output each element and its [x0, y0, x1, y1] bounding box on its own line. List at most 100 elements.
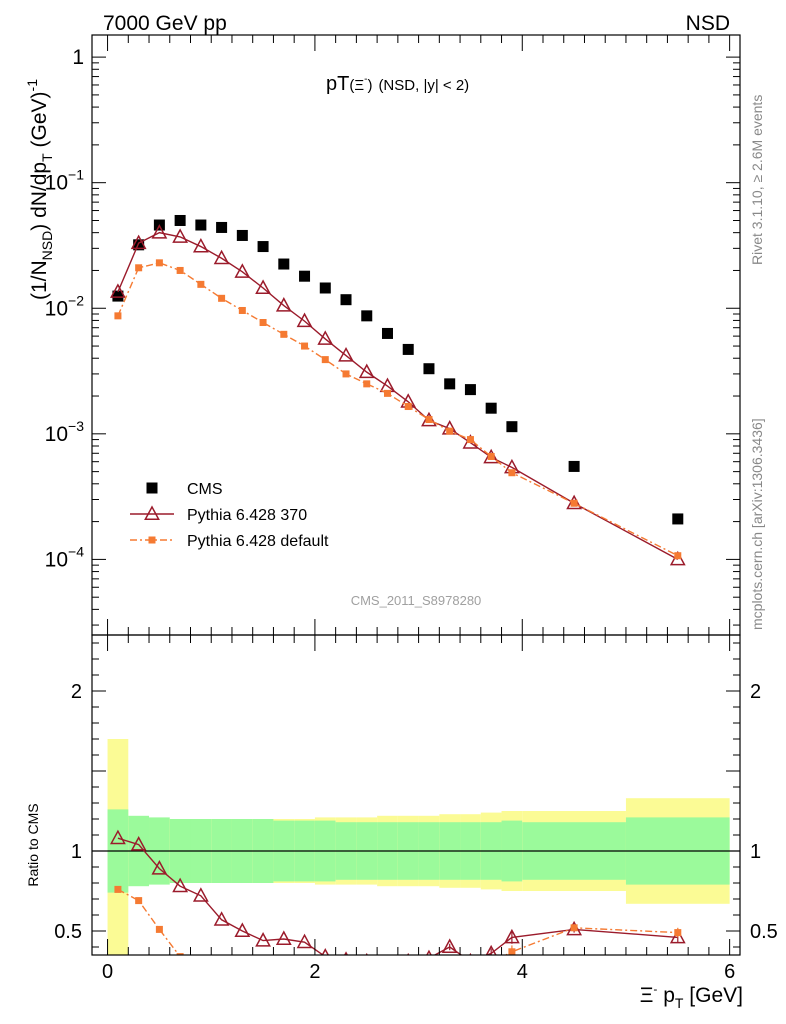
ratio-marker	[296, 933, 313, 949]
ratio-marker	[197, 961, 204, 968]
pythia-default-point	[197, 280, 205, 288]
ratio-marker	[234, 922, 251, 937]
ratio-marker	[426, 949, 432, 955]
main-ytick-label-base: 1	[72, 46, 84, 69]
pythia-default-point	[280, 330, 288, 338]
ratio-marker	[425, 971, 432, 978]
ratio-marker	[151, 860, 168, 875]
cms-data-point	[672, 513, 684, 525]
main-ytick-label-base: 10	[45, 172, 68, 195]
rivet-label: Rivet 3.1.10, ≥ 2.6M events	[749, 95, 765, 265]
pythia-default-point	[259, 319, 267, 327]
pythia-default-point	[176, 266, 184, 274]
plot-title-rest: (NSD, |y| < 2)	[378, 77, 469, 94]
ratio-frame	[91, 634, 741, 956]
pythia370-point	[358, 363, 375, 379]
xlabel: Ξ- pT [GeV]	[640, 982, 743, 1011]
pythia-default-point	[135, 264, 143, 272]
ratio-ytick-label-right: 1	[750, 841, 761, 863]
ratio-marker	[441, 938, 458, 953]
ratio-line	[117, 837, 678, 955]
legend-label: Pythia 6.428 370	[187, 507, 307, 524]
cms-data-point	[485, 402, 497, 414]
pythia370-point	[151, 224, 168, 239]
cms-data-point	[112, 290, 124, 302]
cms-data-point	[340, 294, 352, 306]
main-line	[117, 262, 679, 557]
cms-data-point	[319, 282, 331, 294]
main-ytick-label-base: 10	[45, 548, 68, 571]
ratio-ylabel: Ratio to CMS	[25, 803, 41, 886]
pythia-default-point	[383, 389, 391, 397]
analysis-watermark: CMS_2011_S8978280	[351, 593, 482, 608]
ratio-marker	[363, 974, 370, 981]
ratio-marker	[280, 972, 287, 979]
legend-marker-cms	[146, 482, 158, 494]
pythia370-point	[234, 263, 251, 278]
main-series	[110, 214, 686, 566]
pythia-default-point	[218, 294, 226, 302]
ratio-marker	[114, 885, 122, 893]
ratio-marker	[275, 930, 292, 945]
ratio-marker	[321, 948, 330, 955]
pythia370-point	[213, 249, 230, 265]
pythia-default-point	[674, 552, 682, 560]
cms-data-point	[216, 221, 228, 233]
ratio-marker	[387, 954, 388, 955]
plot-title-main: pT	[326, 73, 349, 95]
xtick-label: 4	[517, 961, 528, 983]
ratio-marker	[260, 971, 267, 978]
pythia-default-point	[404, 403, 412, 411]
ratio-line	[117, 888, 678, 955]
xtick-label: 0	[102, 961, 113, 983]
ratio-marker	[488, 960, 495, 967]
ratio-marker	[446, 969, 453, 976]
pythia370-point	[130, 234, 147, 250]
main-line	[117, 231, 679, 561]
main-ytick-label-exp: −2	[68, 292, 84, 308]
pythia370-point	[317, 330, 334, 345]
ratio-marker	[218, 966, 225, 973]
cms-data-point	[423, 363, 435, 375]
ratio-marker	[213, 911, 230, 926]
plot-title-particle: (Ξ	[349, 77, 364, 94]
ratio-marker	[570, 924, 578, 932]
ratio-marker	[110, 829, 126, 845]
axes: 110−110−210−310−40.5 0.51 12 20 2 4 6	[45, 34, 778, 983]
pythia-default-point	[487, 452, 495, 460]
main-ytick-label-exp: −1	[68, 167, 84, 183]
ratio-marker	[508, 948, 516, 955]
svg-text:(1/NNSD) dN/dpT (GeV)-1: (1/NNSD) dN/dpT (GeV)-1	[24, 79, 55, 300]
ratio-uncertainty-bands	[107, 739, 730, 955]
ratio-ytick-label-left: 1	[71, 841, 82, 863]
pythia370-point	[110, 283, 126, 298]
ratio-marker	[239, 969, 246, 976]
pythia370-point	[338, 346, 354, 362]
main-ytick-label: 10−3	[45, 418, 85, 446]
ratio-marker	[405, 972, 412, 979]
main-ytick-label: 1	[72, 46, 84, 69]
legend-label: CMS	[187, 481, 223, 498]
ratio-ytick-label-right: 0.5	[750, 921, 778, 943]
ratio-marker	[365, 952, 368, 955]
main-ytick-label: 10−2	[45, 292, 85, 320]
ratio-marker	[343, 976, 350, 983]
main-ytick-label-base: 10	[45, 423, 68, 446]
pythia370-point	[275, 297, 292, 312]
cms-data-point	[299, 270, 311, 282]
plot-title-sup: -	[364, 74, 367, 85]
ratio-ytick-label-left: 2	[71, 681, 82, 703]
pythia-default-point	[570, 499, 578, 507]
ratio-marker	[485, 944, 497, 955]
ratio-ytick-label-right: 2	[750, 681, 761, 703]
ratio-marker	[172, 877, 189, 893]
ratio-marker	[669, 928, 686, 944]
cms-data-point	[568, 460, 580, 472]
legend-marker-pythia-default	[148, 536, 156, 544]
cms-data-point	[381, 327, 393, 339]
main-ytick-label-exp: −3	[68, 418, 84, 434]
main-ytick-label: 10−1	[45, 167, 85, 195]
pythia370-point	[172, 228, 189, 243]
pythia-default-point	[508, 469, 516, 477]
